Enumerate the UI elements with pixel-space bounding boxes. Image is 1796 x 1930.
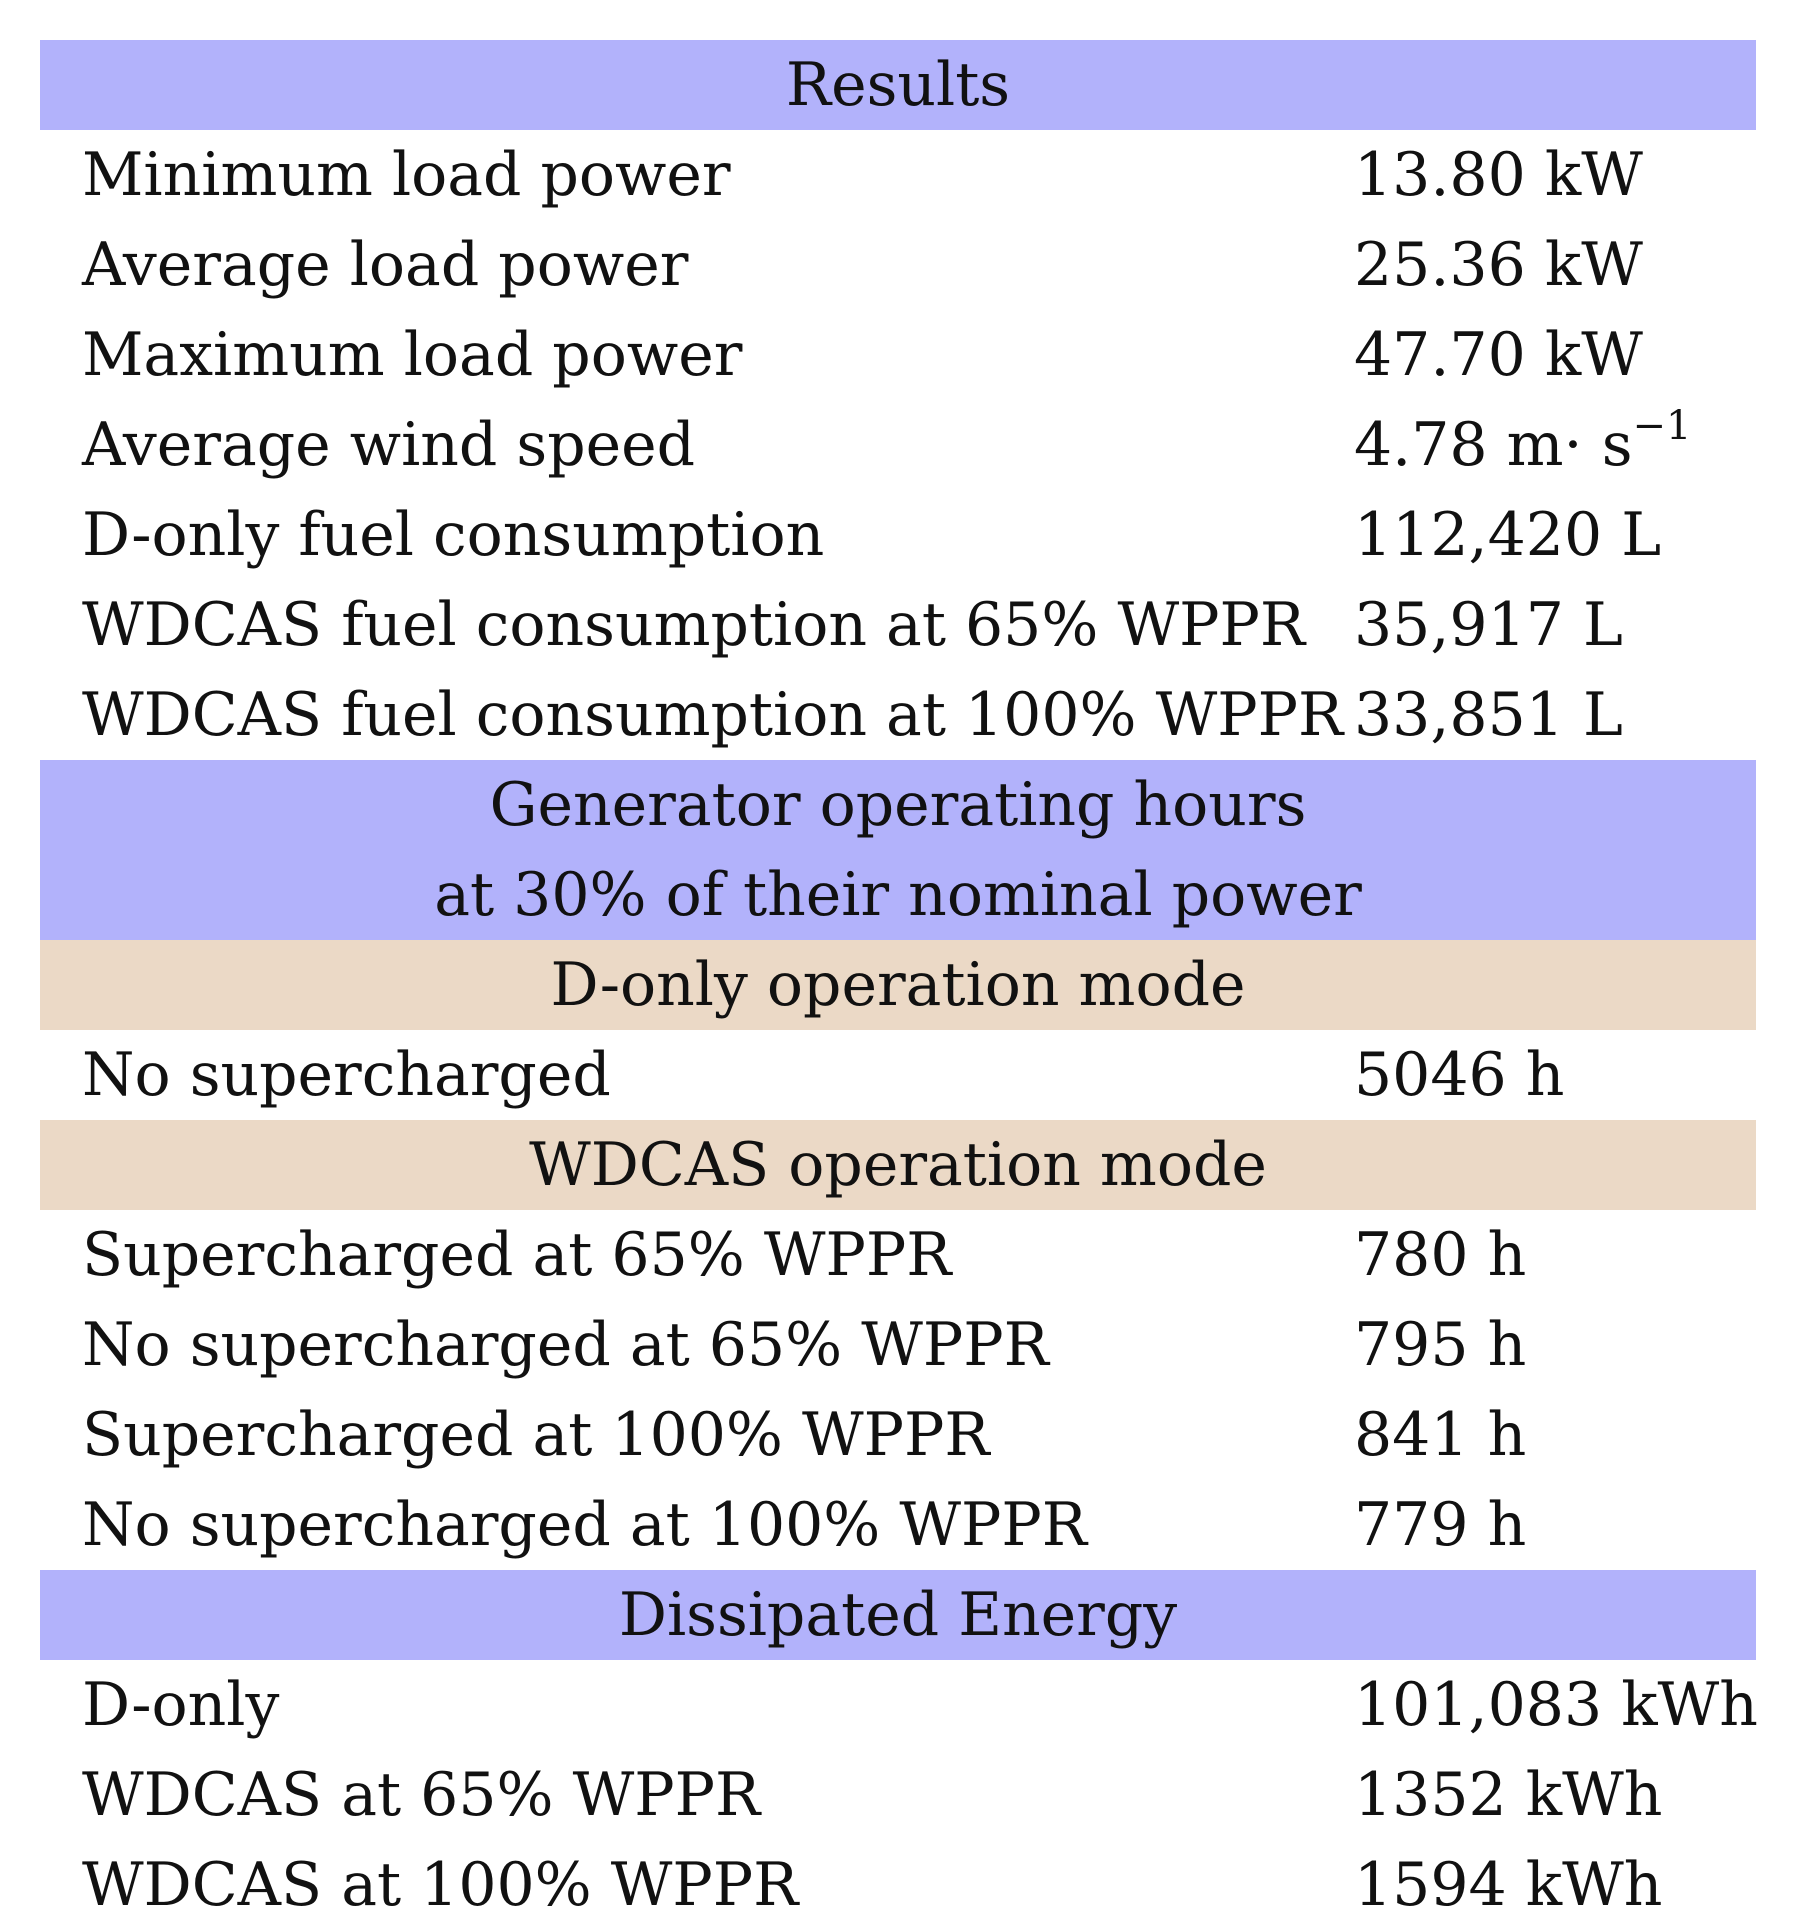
row-label: WDCAS fuel consumption at 65% WPPR xyxy=(82,590,1306,660)
table-row: WDCAS at 65% WPPR 1352 kWh xyxy=(40,1750,1756,1840)
row-value: 33,851 L xyxy=(1354,680,1623,750)
table-row: D-only fuel consumption 112,420 L xyxy=(40,490,1756,580)
row-label: WDCAS fuel consumption at 100% WPPR xyxy=(82,680,1344,750)
row-label: WDCAS at 65% WPPR xyxy=(82,1760,761,1830)
table-row: WDCAS fuel consumption at 65% WPPR 35,91… xyxy=(40,580,1756,670)
table-row: Average wind speed 4.78 m· s−1 xyxy=(40,400,1756,490)
dissipated-title: Dissipated Energy xyxy=(618,1580,1178,1650)
wdcas-mode-title: WDCAS operation mode xyxy=(529,1130,1267,1200)
row-label: Maximum load power xyxy=(82,320,743,390)
row-value: 779 h xyxy=(1354,1490,1527,1560)
row-label: Minimum load power xyxy=(82,140,731,210)
table-row: No supercharged at 65% WPPR 795 h xyxy=(40,1300,1756,1390)
row-value: 47.70 kW xyxy=(1354,320,1643,390)
table-row: Maximum load power 47.70 kW xyxy=(40,310,1756,400)
row-value: 25.36 kW xyxy=(1354,230,1643,300)
results-table: Results Minimum load power 13.80 kW Aver… xyxy=(40,40,1758,1930)
generator-title-line1: Generator operating hours xyxy=(489,770,1307,840)
row-label: Average wind speed xyxy=(82,410,696,480)
unit-exponent: −1 xyxy=(1632,403,1692,449)
row-value: 4.78 m· s xyxy=(1354,410,1633,480)
d-only-mode-title: D-only operation mode xyxy=(550,950,1246,1020)
dissipated-header: Dissipated Energy xyxy=(40,1570,1756,1660)
row-label: D-only fuel consumption xyxy=(82,500,825,570)
table-row: Supercharged at 65% WPPR 780 h xyxy=(40,1210,1756,1300)
d-only-mode-header: D-only operation mode xyxy=(40,940,1756,1030)
row-label: No supercharged at 100% WPPR xyxy=(82,1490,1087,1560)
row-value: 112,420 L xyxy=(1354,500,1662,570)
row-label: Average load power xyxy=(82,230,689,300)
table-row: No supercharged at 100% WPPR 779 h xyxy=(40,1480,1756,1570)
row-label: WDCAS at 100% WPPR xyxy=(82,1850,799,1920)
row-value: 13.80 kW xyxy=(1354,140,1643,210)
results-title: Results xyxy=(785,50,1011,120)
table-row: WDCAS fuel consumption at 100% WPPR 33,8… xyxy=(40,670,1756,760)
row-label: D-only xyxy=(82,1670,280,1740)
row-value: 35,917 L xyxy=(1354,590,1623,660)
row-value: 841 h xyxy=(1354,1400,1527,1470)
row-label: No supercharged xyxy=(82,1040,611,1110)
row-value: 101,083 kWh xyxy=(1354,1670,1758,1740)
table-row: Minimum load power 13.80 kW xyxy=(40,130,1756,220)
table-row: WDCAS at 100% WPPR 1594 kWh xyxy=(40,1840,1756,1930)
generator-title-line2: at 30% of their nominal power xyxy=(434,860,1362,930)
row-value: 5046 h xyxy=(1354,1040,1565,1110)
row-label: No supercharged at 65% WPPR xyxy=(82,1310,1049,1380)
row-value: 780 h xyxy=(1354,1220,1527,1290)
row-value: 1594 kWh xyxy=(1354,1850,1663,1920)
wdcas-mode-header: WDCAS operation mode xyxy=(40,1120,1756,1210)
row-label: Supercharged at 65% WPPR xyxy=(82,1220,952,1290)
generator-header: Generator operating hours at 30% of thei… xyxy=(40,760,1756,940)
results-header: Results xyxy=(40,40,1756,130)
table-row: Average load power 25.36 kW xyxy=(40,220,1756,310)
table-row: D-only 101,083 kWh xyxy=(40,1660,1758,1750)
row-value: 795 h xyxy=(1354,1310,1527,1380)
table-row: Supercharged at 100% WPPR 841 h xyxy=(40,1390,1756,1480)
table-row: No supercharged 5046 h xyxy=(40,1030,1756,1120)
row-label: Supercharged at 100% WPPR xyxy=(82,1400,990,1470)
row-value-with-unit: 4.78 m· s−1 xyxy=(1354,400,1691,497)
row-value: 1352 kWh xyxy=(1354,1760,1663,1830)
